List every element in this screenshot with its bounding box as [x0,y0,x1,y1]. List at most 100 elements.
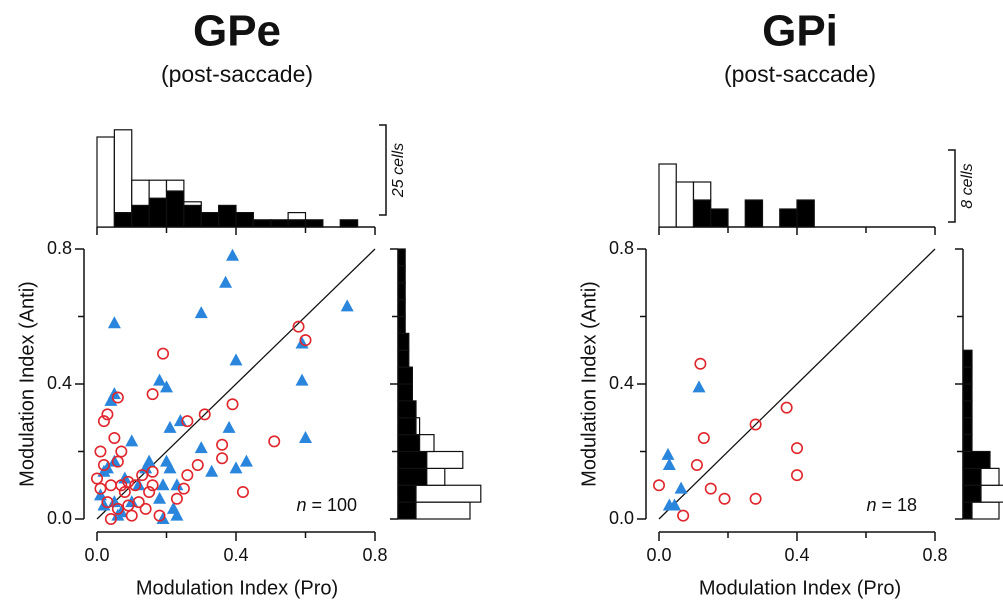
right-hist-bar [397,467,428,486]
annotation-text: = 100 [311,495,357,515]
triangle-point [229,353,243,366]
circle-point [299,334,312,347]
right-hist-bar [415,484,482,503]
triangle-point [170,478,184,491]
circle-point [749,492,762,505]
y-tick-label: 0.0 [47,508,72,528]
circle-point [749,418,762,431]
top-hist-bar [304,219,324,228]
circle-point [111,502,124,515]
circle-point [97,415,110,428]
top-hist-bar [796,199,815,228]
right-hist-bar [397,383,413,402]
top-hist-bar [744,199,764,228]
right-hist-bar [397,315,406,334]
right-hist-bar [397,332,410,351]
annotation-text: = 18 [881,495,917,515]
triangle-point [239,454,253,467]
top-hist-bar [148,197,168,228]
circle-point [677,509,690,522]
triangle-point [194,306,208,319]
x-tick-label: 0.8 [922,545,947,565]
scale-bar [379,124,387,216]
annotation-symbol: n [866,495,876,515]
circle-point [191,458,204,471]
circle-point [181,469,194,482]
top-hist-bar [218,204,237,228]
top-hist-bar [113,129,133,214]
triangle-point [205,464,219,477]
circle-point [216,438,229,451]
triangle-point [340,299,354,312]
y-tick-label: 0.4 [47,373,72,393]
triangle-point [125,434,139,447]
y-axis-label: Modulation Index (Anti) [16,281,38,487]
right-hist-bar [415,501,471,520]
triangle-point [163,461,177,474]
right-hist-bar [962,366,973,385]
circle-point [181,415,194,428]
right-hist-bar [397,450,428,469]
triangle-point [229,461,243,474]
x-axis-label: Modulation Index (Pro) [699,577,901,599]
top-hist-bar [692,181,712,201]
top-hist-bar [675,181,695,228]
top-hist-bar [183,204,202,228]
circle-point [790,469,803,482]
circle-point [704,482,717,495]
circle-point [91,472,104,485]
right-hist-bar [397,265,406,284]
circle-point [292,320,305,333]
top-hist-bar [165,179,185,192]
circle-point [136,469,149,482]
circle-point [146,479,159,492]
y-tick-label: 0.4 [609,373,634,393]
circle-point [132,496,145,509]
triangle-point [299,431,312,443]
top-hist-bar [287,219,307,228]
top-hist-bar [692,199,712,228]
circle-point [198,408,211,421]
triangle-point [153,373,167,386]
circle-point [146,465,159,478]
top-hist-bar [287,212,307,221]
annotation-symbol: n [296,495,306,515]
right-hist-bar [980,467,1000,486]
right-hist-bar [397,484,417,503]
right-hist-bar [415,417,421,436]
top-hist-bar [131,179,150,206]
chart-subtitle: (post-saccade) [161,61,313,87]
right-hist-bar [397,366,413,385]
x-tick-label: 0.8 [362,545,387,565]
right-hist-bar [962,400,973,419]
right-hist-bar [962,467,982,486]
triangle-point [194,441,208,454]
triangle-point [661,447,675,460]
circle-point [790,442,803,455]
triangle-point [163,420,177,433]
right-hist-bar [962,434,973,453]
annotation: n = 100 [296,495,357,515]
circle-point [652,479,665,492]
circle-point [111,455,124,468]
triangle-point [173,414,187,427]
triangle-point [107,316,121,329]
right-hist-bar [397,417,417,436]
circle-point [153,509,166,522]
triangle-point [692,380,706,393]
circle-point [226,398,239,411]
top-hist-bar [710,208,729,228]
right-hist-bar [962,484,982,503]
circle-point [111,391,124,404]
circle-point [129,479,142,492]
circle-point [157,347,170,360]
right-hist-bar [419,434,435,453]
circle-point [170,492,183,505]
y-axis-label: Modulation Index (Anti) [578,281,600,487]
top-hist-bar [339,219,359,228]
top-hist-bar [148,179,168,199]
circle-point [268,435,281,448]
x-tick-label: 0.4 [223,545,248,565]
chart-subtitle: (post-saccade) [724,61,876,87]
right-hist-bar [397,349,410,368]
